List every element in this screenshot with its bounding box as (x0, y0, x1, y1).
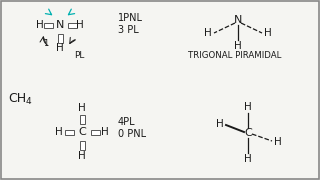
Text: H: H (216, 119, 224, 129)
Text: H: H (204, 28, 212, 38)
Text: C: C (78, 127, 86, 137)
Text: H: H (36, 20, 44, 30)
Text: CH: CH (8, 91, 26, 105)
Bar (79, 141, 84, 150)
Text: C: C (244, 128, 252, 138)
Text: 1PNL: 1PNL (118, 13, 143, 23)
Text: 4: 4 (26, 98, 32, 107)
Text: H: H (234, 41, 242, 51)
Bar (79, 114, 84, 123)
Text: H: H (76, 20, 84, 30)
Text: H: H (101, 127, 109, 137)
Text: H: H (264, 28, 272, 38)
Bar (58, 33, 62, 42)
Bar (44, 22, 52, 28)
Text: H: H (78, 103, 86, 113)
Bar (65, 129, 74, 134)
Text: H: H (244, 154, 252, 164)
Bar (91, 129, 100, 134)
Text: PL: PL (74, 51, 84, 60)
Text: 4PL: 4PL (118, 117, 136, 127)
Text: 0 PNL: 0 PNL (118, 129, 146, 139)
Text: 1: 1 (44, 39, 49, 48)
Text: H: H (274, 137, 282, 147)
Text: H: H (78, 151, 86, 161)
Text: N: N (56, 20, 64, 30)
Text: N: N (234, 15, 242, 25)
Text: 3 PL: 3 PL (118, 25, 139, 35)
Bar (68, 22, 76, 28)
Text: H: H (244, 102, 252, 112)
Text: TRIGONAL PIRAMIDAL: TRIGONAL PIRAMIDAL (188, 51, 281, 60)
Text: H: H (56, 43, 64, 53)
Text: H: H (55, 127, 63, 137)
